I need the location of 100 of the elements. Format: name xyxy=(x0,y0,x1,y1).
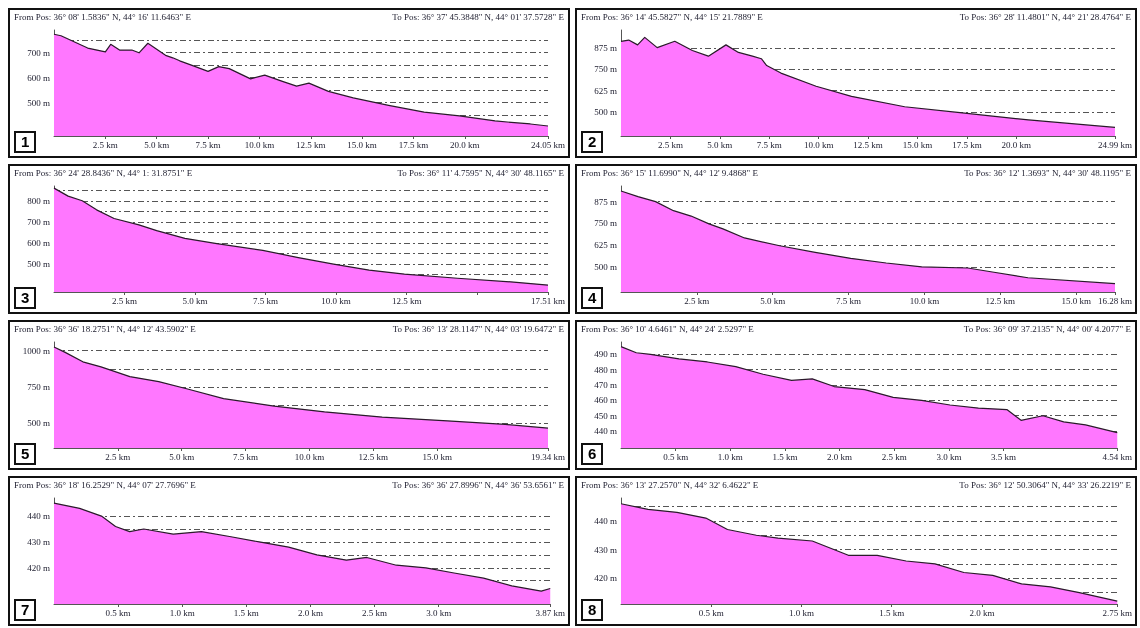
y-tick-label: 1000 m xyxy=(22,345,50,356)
x-tick-label: 24.99 km xyxy=(1097,139,1133,150)
text: From Pos: 36° 18' 16.2529" N, 44° 07' 27.7696" E xyxy=(14,480,196,490)
x-tick-label: 1.0 km xyxy=(717,451,743,462)
y-tick-label: 500 m xyxy=(27,417,50,428)
x-tick-label: 2.0 km xyxy=(297,607,323,618)
text: 8 xyxy=(581,599,604,621)
x-tick-label: 17.51 km xyxy=(530,295,566,306)
text: To Pos: 36° 11' 4.7595" N, 44° 30' 48.1165" E xyxy=(397,168,564,178)
x-tick-label: 2.5 km xyxy=(684,295,710,306)
text: To Pos: 36° 09' 37.2135" N, 44° 00' 4.2077" E xyxy=(963,324,1131,334)
x-tick-label: 5.0 km xyxy=(707,139,733,150)
text: To Pos: 36° 13' 28.1147" N, 44° 03' 19.6472" E xyxy=(392,324,564,334)
x-tick-label: 15.0 km xyxy=(902,139,933,150)
y-tick-label: 750 m xyxy=(594,218,617,229)
y-tick-label: 440 m xyxy=(594,426,617,437)
text: From Pos: 36° 08' 1.5836" N, 44° 16' 11.6463" E xyxy=(14,12,191,22)
text: 2 xyxy=(581,131,604,153)
y-tick-label: 700 m xyxy=(27,216,50,227)
x-tick-label: 2.5 km xyxy=(362,607,388,618)
y-tick-label: 750 m xyxy=(27,381,50,392)
x-tick-label: 15.0 km xyxy=(1061,295,1091,306)
y-tick-label: 500 m xyxy=(594,261,617,272)
x-tick-label: 0.5 km xyxy=(663,451,689,462)
y-tick-label: 600 m xyxy=(27,72,50,83)
x-tick-label: 12.5 km xyxy=(391,295,422,306)
x-tick-label: 0.5 km xyxy=(698,607,724,618)
x-tick-label: 7.5 km xyxy=(756,139,782,150)
x-tick-label: 10.0 km xyxy=(803,139,834,150)
text: 4 xyxy=(581,287,604,309)
text: 7 xyxy=(14,599,37,621)
x-tick-label: 1.0 km xyxy=(169,607,195,618)
y-tick-label: 480 m xyxy=(594,364,617,375)
y-tick-label: 875 m xyxy=(594,42,617,53)
text: From Pos: 36° 36' 18.2751" N, 44° 12' 43.5902" E xyxy=(14,324,196,334)
x-tick-label: 24.05 km xyxy=(530,139,566,150)
y-tick-label: 625 m xyxy=(594,240,617,251)
text: 1 xyxy=(14,131,37,153)
y-tick-label: 875 m xyxy=(594,196,617,207)
x-tick-label: 2.0 km xyxy=(969,607,995,618)
text: From Pos: 36° 15' 11.6990" N, 44° 12' 9.4868" E xyxy=(581,168,758,178)
x-tick-label: 17.5 km xyxy=(952,139,982,150)
y-tick-label: 430 m xyxy=(594,544,617,555)
x-tick-label: 1.5 km xyxy=(772,451,798,462)
text: To Pos: 36° 28' 11.4801" N, 44° 21' 28.4764" E xyxy=(959,12,1131,22)
x-tick-label: 10.0 km xyxy=(294,451,325,462)
x-tick-label: 10.0 km xyxy=(909,295,940,306)
x-tick-label: 2.5 km xyxy=(92,139,118,150)
x-tick-label: 20.0 km xyxy=(450,139,480,150)
x-tick-label: 4.54 km xyxy=(1102,451,1133,462)
x-tick-label: 3.0 km xyxy=(936,451,962,462)
y-tick-label: 500 m xyxy=(27,97,50,108)
x-tick-label: 2.5 km xyxy=(112,295,138,306)
text: To Pos: 36° 12' 1.3693" N, 44° 30' 48.1195" E xyxy=(964,168,1131,178)
x-tick-label: 12.5 km xyxy=(296,139,326,150)
x-tick-label: 2.5 km xyxy=(105,451,131,462)
x-tick-label: 1.0 km xyxy=(788,607,814,618)
x-tick-label: 1.5 km xyxy=(879,607,905,618)
x-tick-label: 20.0 km xyxy=(1001,139,1032,150)
x-tick-label: 3.87 km xyxy=(535,607,566,618)
x-tick-label: 3.5 km xyxy=(991,451,1017,462)
x-tick-label: 5.0 km xyxy=(760,295,786,306)
x-tick-label: 17.5 km xyxy=(398,139,429,150)
x-tick-label: 7.5 km xyxy=(253,295,279,306)
text: To Pos: 36° 12' 50.3064" N, 44° 33' 26.2219" E xyxy=(959,480,1131,490)
y-tick-label: 420 m xyxy=(594,573,617,584)
x-tick-label: 10.0 km xyxy=(321,295,351,306)
y-tick-label: 700 m xyxy=(27,47,50,58)
y-tick-label: 460 m xyxy=(594,395,617,406)
x-tick-label: 2.75 km xyxy=(1102,607,1133,618)
x-tick-label: 3.0 km xyxy=(426,607,452,618)
y-tick-label: 600 m xyxy=(27,238,50,249)
x-tick-label: 7.5 km xyxy=(233,451,259,462)
y-tick-label: 625 m xyxy=(594,85,617,96)
x-tick-label: 1.5 km xyxy=(233,607,259,618)
x-tick-label: 7.5 km xyxy=(836,295,862,306)
text: From Pos: 36° 13' 27.2570" N, 44° 32' 6.4622" E xyxy=(581,480,759,490)
x-tick-label: 19.34 km xyxy=(530,451,566,462)
text: From Pos: 36° 24' 28.8436" N, 44° 1: 31.8751" E xyxy=(14,168,193,178)
text: 5 xyxy=(14,443,37,465)
x-tick-label: 12.5 km xyxy=(853,139,883,150)
x-tick-label: 7.5 km xyxy=(195,139,221,150)
text: From Pos: 36° 14' 45.5827" N, 44° 15' 21.7889" E xyxy=(581,12,763,22)
x-tick-label: 12.5 km xyxy=(985,295,1016,306)
y-tick-label: 500 m xyxy=(27,259,50,270)
text: 6 xyxy=(581,443,604,465)
x-tick-label: 15.0 km xyxy=(422,451,452,462)
y-tick-label: 470 m xyxy=(594,380,617,391)
y-tick-label: 420 m xyxy=(27,562,50,573)
y-tick-label: 750 m xyxy=(594,64,617,75)
x-tick-label: 5.0 km xyxy=(182,295,208,306)
text: 3 xyxy=(14,287,37,309)
x-tick-label: 2.5 km xyxy=(881,451,907,462)
x-tick-label: 15.0 km xyxy=(347,139,377,150)
y-tick-label: 450 m xyxy=(594,410,617,421)
x-tick-label: 0.5 km xyxy=(105,607,131,618)
x-tick-label: 2.0 km xyxy=(827,451,853,462)
y-tick-label: 800 m xyxy=(27,195,50,206)
x-tick-label: 16.28 km xyxy=(1097,295,1133,306)
x-tick-label: 5.0 km xyxy=(144,139,170,150)
